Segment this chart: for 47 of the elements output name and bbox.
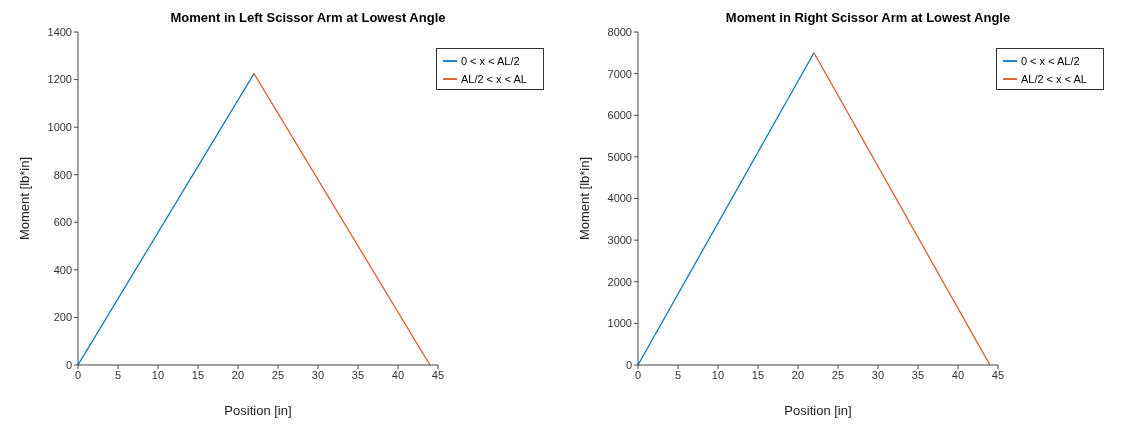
y-tick-label: 6000 bbox=[607, 109, 632, 122]
chart-title: Moment in Right Scissor Arm at Lowest Angle bbox=[724, 10, 1012, 25]
y-tick-label: 3000 bbox=[607, 234, 632, 247]
x-tick-label: 20 bbox=[791, 368, 805, 381]
y-tick-label: 1400 bbox=[47, 25, 72, 38]
x-tick-label: 25 bbox=[271, 368, 285, 381]
x-tick-label: 15 bbox=[751, 368, 765, 381]
x-tick-label: 35 bbox=[911, 368, 925, 381]
y-tick-label: 5000 bbox=[607, 150, 632, 163]
x-tick-label: 15 bbox=[191, 368, 205, 381]
legend-label: AL/2 < x < AL bbox=[460, 73, 527, 85]
x-tick-label: 40 bbox=[951, 368, 965, 381]
y-tick-label: 800 bbox=[53, 168, 72, 181]
x-tick-label: 5 bbox=[674, 368, 682, 381]
x-tick-label: 0 bbox=[634, 368, 642, 381]
x-axis-title: Position [in] bbox=[224, 403, 292, 418]
chart-title: Moment in Left Scissor Arm at Lowest Angle bbox=[169, 10, 447, 25]
y-tick-label: 1000 bbox=[47, 121, 72, 134]
legend-label: 0 < x < AL/2 bbox=[1020, 55, 1080, 67]
x-tick-label: 45 bbox=[431, 368, 445, 381]
y-axis-title: Moment [lb*in] bbox=[576, 156, 592, 241]
y-tick-label: 1000 bbox=[607, 317, 632, 330]
y-tick-label: 7000 bbox=[607, 67, 632, 80]
y-tick-label: 0 bbox=[625, 358, 632, 371]
x-tick-label: 5 bbox=[114, 368, 122, 381]
y-tick-label: 200 bbox=[53, 311, 72, 324]
x-tick-label: 10 bbox=[711, 368, 725, 381]
x-axis-title: Position [in] bbox=[784, 403, 852, 418]
y-tick-label: 0 bbox=[65, 358, 72, 371]
y-tick-label: 400 bbox=[53, 263, 72, 276]
x-tick-label: 40 bbox=[391, 368, 405, 381]
y-tick-label: 8000 bbox=[607, 25, 632, 38]
x-tick-label: 30 bbox=[311, 368, 325, 381]
y-tick-label: 4000 bbox=[607, 192, 632, 205]
legend-label: AL/2 < x < AL bbox=[1020, 73, 1087, 85]
y-axis-title: Moment [lb*in] bbox=[16, 156, 32, 241]
x-tick-label: 10 bbox=[151, 368, 165, 381]
y-tick-label: 1200 bbox=[47, 73, 72, 86]
x-tick-label: 20 bbox=[231, 368, 245, 381]
x-tick-label: 25 bbox=[831, 368, 845, 381]
y-tick-label: 600 bbox=[53, 216, 72, 229]
x-tick-label: 45 bbox=[991, 368, 1005, 381]
x-tick-label: 35 bbox=[351, 368, 365, 381]
legend-label: 0 < x < AL/2 bbox=[460, 55, 520, 67]
y-tick-label: 2000 bbox=[607, 275, 632, 288]
x-tick-label: 30 bbox=[871, 368, 885, 381]
x-tick-label: 0 bbox=[74, 368, 82, 381]
